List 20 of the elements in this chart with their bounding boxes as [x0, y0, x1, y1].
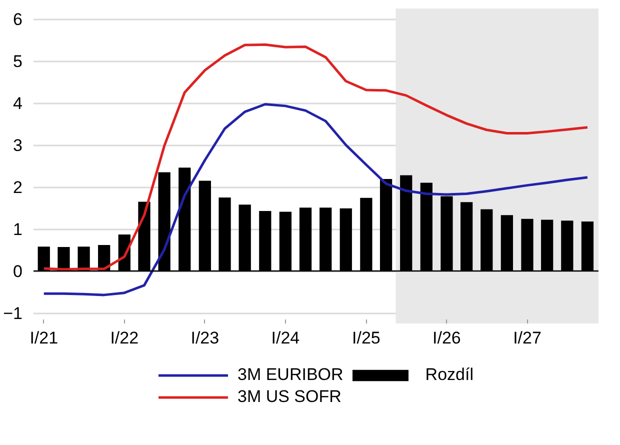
x-tick-label: I/24: [271, 328, 300, 348]
x-tick-label: I/23: [190, 328, 220, 348]
x-tick-label: I/27: [513, 328, 542, 348]
legend-label: Rozdíl: [425, 365, 474, 385]
x-tick-label: I/25: [352, 328, 380, 348]
y-tick-label: 0: [13, 262, 23, 281]
y-tick-label: 4: [13, 94, 23, 113]
y-tick-label: 3: [13, 136, 23, 155]
legend-label: 3M EURIBOR: [238, 365, 344, 385]
line-series: [42, 103, 589, 296]
line-series: [42, 43, 589, 271]
legend-label: 3M US SOFR: [238, 387, 342, 407]
y-tick-label: 6: [13, 10, 23, 29]
y-tick-label: −1: [3, 304, 23, 323]
x-tick-label: I/22: [110, 328, 139, 348]
y-tick-label: 5: [13, 52, 23, 71]
y-tick-label: 2: [13, 178, 23, 197]
y-tick-label: 1: [13, 220, 23, 239]
x-tick-label: I/26: [432, 328, 461, 348]
x-tick-label: I/21: [30, 328, 58, 348]
